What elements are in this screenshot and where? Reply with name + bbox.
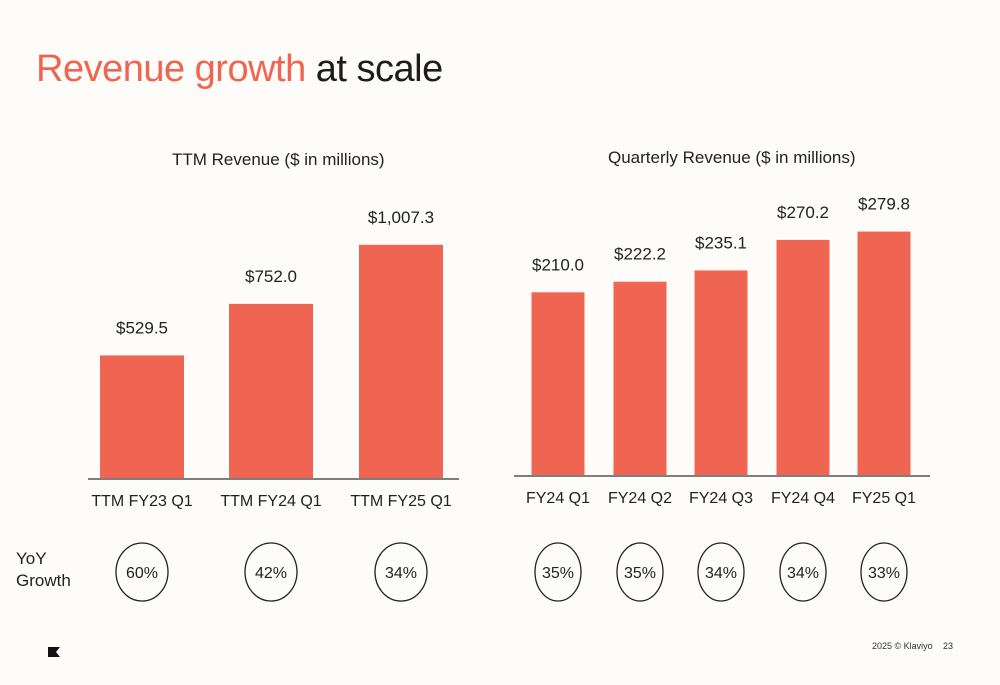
ttm-yoy-value-1: 60%: [126, 565, 158, 582]
quarterly-yoy-value-3: 34%: [705, 565, 737, 582]
quarterly-value-label-4: $270.2: [777, 203, 829, 222]
ttm-value-label-2: $752.0: [245, 267, 297, 286]
quarterly-value-label-3: $235.1: [695, 233, 747, 252]
yoy-growth-label: YoY Growth: [16, 548, 71, 592]
quarterly-chart-title: Quarterly Revenue ($ in millions): [608, 148, 856, 167]
quarterly-yoy-circle-5: [860, 542, 908, 602]
ttm-yoy-value-2: 42%: [255, 565, 287, 582]
ttm-category-label-2: TTM FY24 Q1: [220, 493, 321, 510]
title-rest: at scale: [315, 48, 443, 90]
quarterly-yoy-value-2: 35%: [624, 565, 656, 582]
ttm-value-label-1: $529.5: [116, 318, 168, 337]
ttm-category-label-3: TTM FY25 Q1: [350, 493, 451, 510]
ttm-chart-title: TTM Revenue ($ in millions): [172, 150, 385, 169]
quarterly-value-label-1: $210.0: [532, 255, 584, 274]
quarterly-category-label-1: FY24 Q1: [526, 490, 590, 507]
quarterly-category-label-5: FY25 Q1: [852, 490, 916, 507]
ttm-yoy-value-3: 34%: [385, 565, 417, 582]
footer-copyright: 2025 © Klaviyo: [872, 641, 933, 651]
quarterly-bar-3: [694, 270, 748, 475]
quarterly-yoy-circle-4: [779, 542, 827, 602]
ttm-value-label-3: $1,007.3: [368, 208, 434, 227]
quarterly-bar-5: [857, 231, 911, 475]
yoy-label-line1: YoY: [16, 549, 47, 568]
ttm-bar-2: [229, 303, 313, 478]
quarterly-bar-1: [531, 292, 585, 475]
ttm-yoy-circle-2: [244, 542, 298, 602]
quarterly-yoy-value-1: 35%: [542, 565, 574, 582]
quarterly-value-label-5: $279.8: [858, 195, 910, 214]
quarterly-value-label-2: $222.2: [614, 245, 666, 264]
quarterly-category-label-3: FY24 Q3: [689, 490, 753, 507]
quarterly-yoy-value-4: 34%: [787, 565, 819, 582]
ttm-yoy-circle-1: [115, 542, 169, 602]
quarterly-bar-4: [776, 239, 830, 475]
ttm-yoy-circle-3: [374, 542, 428, 602]
quarterly-yoy-value-5: 33%: [868, 565, 900, 582]
quarterly-yoy-circle-3: [697, 542, 745, 602]
ttm-category-label-1: TTM FY23 Q1: [91, 493, 192, 510]
ttm-bar-3: [359, 244, 443, 478]
ttm-bar-1: [100, 355, 184, 478]
yoy-label-line2: Growth: [16, 571, 71, 590]
quarterly-category-label-2: FY24 Q2: [608, 490, 672, 507]
page-number: 23: [943, 641, 954, 651]
klaviyo-flag-icon: [48, 644, 60, 662]
page-title: Revenue growth at scale: [36, 48, 443, 91]
quarterly-category-label-4: FY24 Q4: [771, 490, 835, 507]
quarterly-bar-2: [613, 281, 667, 475]
title-accent: Revenue growth: [36, 48, 306, 90]
quarterly-yoy-circle-2: [616, 542, 664, 602]
quarterly-yoy-circle-1: [534, 542, 582, 602]
